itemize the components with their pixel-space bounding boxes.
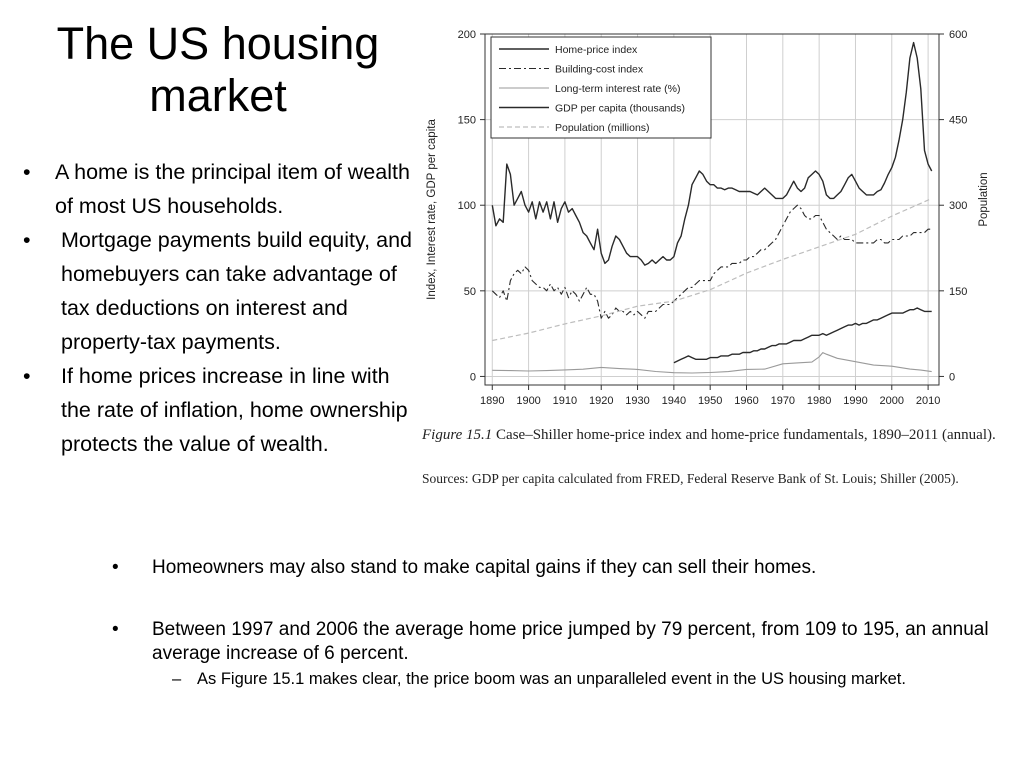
x-tick-label: 1980	[807, 395, 831, 407]
bottom-bullet-2-text: Between 1997 and 2006 the average home p…	[152, 619, 989, 664]
series-gdp-per-capita	[673, 307, 932, 364]
y2-axis-label: Population	[978, 172, 990, 226]
y-tick-label: 0	[470, 371, 476, 383]
y2-tick-label: 600	[949, 29, 967, 41]
x-tick-label: 1990	[843, 395, 867, 407]
x-tick-label: 1950	[698, 395, 722, 407]
y-tick-label: 200	[458, 29, 476, 41]
figure-caption-text: Case–Shiller home-price index and home-p…	[496, 427, 996, 443]
x-tick-label: 1930	[625, 395, 649, 407]
left-bullet-2: Mortgage payments build equity, and home…	[18, 223, 418, 359]
y2-tick-label: 0	[949, 371, 955, 383]
legend-label: Building-cost index	[555, 64, 644, 76]
legend-label: Home-price index	[555, 44, 638, 56]
left-bullet-list: A home is the principal item of wealth o…	[18, 155, 418, 461]
bottom-bullet-list: Homeowners may also stand to make capita…	[105, 556, 1010, 689]
y-tick-label: 150	[458, 115, 476, 127]
x-tick-label: 1960	[734, 395, 758, 407]
left-bullet-1: A home is the principal item of wealth o…	[18, 155, 418, 223]
x-tick-label: 1940	[662, 395, 686, 407]
housing-chart: 1890 1900 1910 1920 1930 1940 1950 1960 1970 1980…	[426, 29, 990, 407]
sub-bullet-1: As Figure 15.1 makes clear, the price bo…	[152, 669, 1010, 689]
bottom-bullet-1: Homeowners may also stand to make capita…	[105, 556, 1010, 580]
legend-label: Long-term interest rate (%)	[555, 83, 680, 95]
legend-label: GDP per capita (thousands)	[555, 103, 685, 115]
y2-tick-label: 450	[949, 115, 967, 127]
y-axis-label: Index, Interest rate, GDP per capita	[426, 119, 438, 300]
bottom-bullet-1-text: Homeowners may also stand to make capita…	[152, 557, 817, 578]
plot-frame	[484, 33, 940, 386]
series-building-cost-index	[491, 204, 932, 319]
series-long-term-interest-rate	[492, 352, 932, 374]
x-tick-label: 2000	[880, 395, 904, 407]
figure-sources: Sources: GDP per capita calculated from …	[422, 471, 959, 486]
bottom-bullet-2: Between 1997 and 2006 the average home p…	[105, 618, 1010, 689]
figure-15-1: 1890 1900 1910 1920 1930 1940 1950 1960 1970 1980…	[422, 22, 1007, 522]
x-tick-label: 2010	[916, 395, 940, 407]
series-population	[492, 197, 932, 342]
sub-bullet-list: As Figure 15.1 makes clear, the price bo…	[152, 669, 1010, 689]
figure-caption: Figure 15.1 Case–Shiller home-price inde…	[422, 427, 1002, 444]
legend-label: Population (millions)	[555, 122, 650, 134]
x-tick-label: 1900	[516, 395, 540, 407]
y-tick-label: 100	[458, 200, 476, 212]
slide-title: The US housing market	[56, 18, 380, 121]
x-tick-label: 1920	[589, 395, 613, 407]
y2-tick-label: 300	[949, 200, 967, 212]
series-home-price-index	[491, 41, 933, 266]
left-bullet-3: If home prices increase in line with the…	[18, 359, 418, 461]
y-tick-label: 50	[464, 286, 476, 298]
figure-caption-number: Figure 15.1	[422, 427, 493, 443]
x-tick-label: 1910	[553, 395, 577, 407]
x-tick-label: 1890	[480, 395, 504, 407]
x-tick-label: 1970	[771, 395, 795, 407]
y2-tick-label: 150	[949, 286, 967, 298]
